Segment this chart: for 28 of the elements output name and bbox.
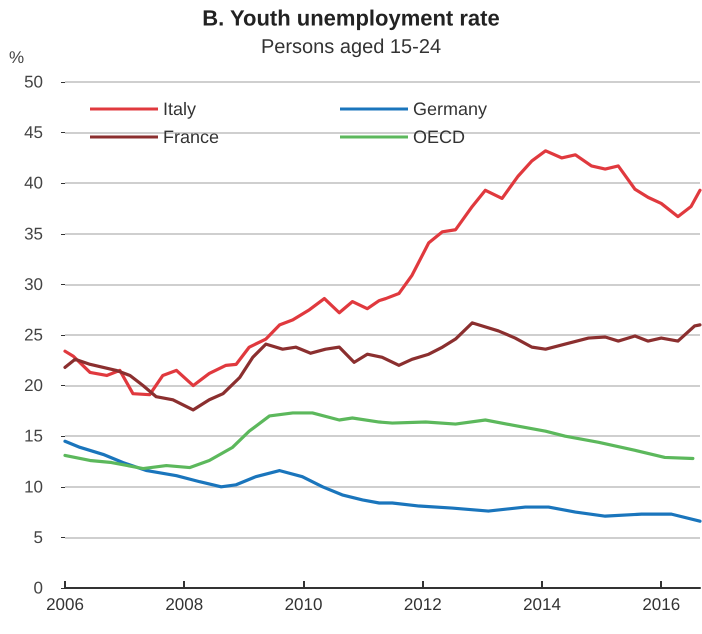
line-series [63, 411, 694, 470]
legend-label: Italy [163, 99, 196, 119]
y-tick-label: 35 [24, 224, 43, 244]
legend-label: OECD [413, 127, 466, 147]
y-axis-title: % [9, 48, 24, 67]
y-tick-label: 5 [34, 528, 43, 547]
line-series [63, 440, 702, 523]
y-tick-label: 25 [24, 326, 43, 344]
x-tick-label: 2006 [46, 595, 84, 614]
line-series [63, 321, 702, 412]
chart-title: B. Youth unemployment rate [202, 6, 500, 30]
x-tick-label: 2008 [165, 595, 204, 614]
y-tick-label: 40 [24, 174, 43, 193]
y-tick-label: 50 [24, 72, 43, 92]
y-tick-label: 30 [24, 274, 43, 294]
x-tick-label: 2012 [404, 595, 442, 614]
y-tick-label: 45 [24, 123, 43, 142]
x-tick-label: 2014 [523, 595, 561, 614]
x-tick-label: 2010 [284, 595, 322, 614]
line-series [63, 149, 702, 396]
legend-label: Germany [413, 99, 488, 119]
y-tick-label: 15 [24, 426, 43, 446]
chart-subtitle: Persons aged 15-24 [260, 36, 442, 58]
y-tick-label: 20 [24, 376, 43, 396]
x-tick-label: 2016 [642, 595, 680, 614]
y-tick-label: 0 [34, 578, 43, 598]
y-tick-label: 10 [24, 477, 43, 496]
legend-label: France [163, 127, 220, 147]
